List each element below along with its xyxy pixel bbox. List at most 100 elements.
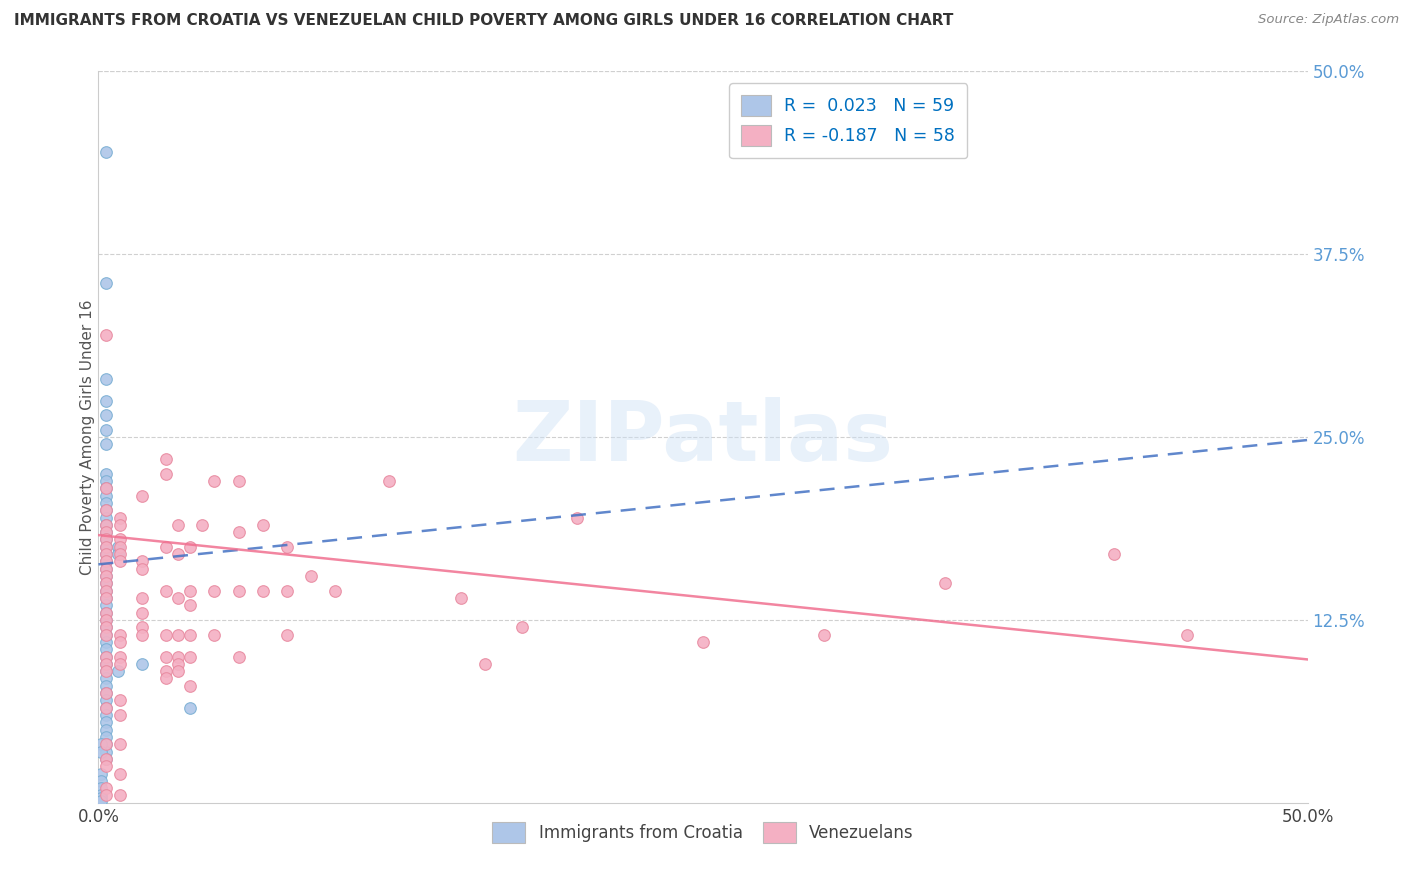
Point [94, 642, 117, 657]
Point [228, 583, 250, 598]
Point [108, 649, 131, 664]
Point [325, 583, 347, 598]
Point [94, 635, 117, 649]
Point [94, 649, 117, 664]
Point [94, 569, 117, 583]
Point [94, 547, 117, 561]
Legend: Immigrants from Croatia, Venezuelans: Immigrants from Croatia, Venezuelans [485, 815, 921, 849]
Point [155, 664, 177, 678]
Point [94, 672, 117, 686]
Point [94, 679, 117, 693]
Point [94, 664, 117, 678]
Point [191, 517, 214, 532]
Point [131, 554, 153, 568]
Point [155, 672, 177, 686]
Point [94, 569, 117, 583]
Point [94, 533, 117, 547]
Point [276, 627, 298, 641]
Point [94, 540, 117, 554]
Point [131, 620, 153, 634]
Point [107, 540, 129, 554]
Point [94, 591, 117, 605]
Text: IMMIGRANTS FROM CROATIA VS VENEZUELAN CHILD POVERTY AMONG GIRLS UNDER 16 CORRELA: IMMIGRANTS FROM CROATIA VS VENEZUELAN CH… [14, 13, 953, 29]
Point [131, 657, 153, 671]
Point [252, 517, 274, 532]
Point [934, 576, 956, 591]
Point [94, 700, 117, 714]
Point [94, 503, 117, 517]
Point [228, 649, 250, 664]
Point [131, 591, 153, 605]
Point [94, 510, 117, 524]
Point [204, 583, 226, 598]
Point [94, 525, 117, 540]
Point [108, 657, 131, 671]
Point [155, 540, 177, 554]
Point [107, 664, 129, 678]
Point [90, 781, 112, 796]
Point [155, 649, 177, 664]
Point [90, 766, 112, 780]
Point [228, 525, 250, 540]
Point [94, 599, 117, 613]
Point [94, 781, 117, 796]
Point [108, 635, 131, 649]
Point [94, 606, 117, 620]
Point [204, 474, 226, 488]
Point [450, 591, 472, 605]
Point [167, 627, 190, 641]
Point [90, 794, 112, 808]
Point [94, 657, 117, 671]
Point [94, 327, 117, 342]
Point [108, 540, 131, 554]
Point [90, 791, 112, 805]
Point [1175, 627, 1198, 641]
Point [108, 554, 131, 568]
Point [94, 627, 117, 641]
Point [94, 517, 117, 532]
Point [108, 737, 131, 751]
Point [167, 664, 190, 678]
Point [94, 715, 117, 730]
Point [94, 649, 117, 664]
Point [94, 620, 117, 634]
Point [179, 627, 201, 641]
Point [94, 686, 117, 700]
Point [108, 708, 131, 723]
Point [94, 752, 117, 766]
Point [94, 657, 117, 671]
Point [167, 649, 190, 664]
Point [94, 613, 117, 627]
Point [94, 576, 117, 591]
Point [510, 620, 533, 634]
Point [94, 489, 117, 503]
Point [94, 752, 117, 766]
Point [94, 517, 117, 532]
Point [108, 627, 131, 641]
Text: ZIPatlas: ZIPatlas [513, 397, 893, 477]
Point [108, 766, 131, 780]
Point [94, 525, 117, 540]
Point [167, 591, 190, 605]
Point [94, 533, 117, 547]
Y-axis label: Child Poverty Among Girls Under 16: Child Poverty Among Girls Under 16 [80, 300, 94, 574]
Point [107, 547, 129, 561]
Point [179, 700, 201, 714]
Point [94, 474, 117, 488]
Point [94, 371, 117, 385]
Point [94, 277, 117, 291]
Point [131, 489, 153, 503]
Point [94, 693, 117, 707]
Point [94, 583, 117, 598]
Point [276, 540, 298, 554]
Point [94, 393, 117, 408]
Point [179, 649, 201, 664]
Point [155, 627, 177, 641]
Point [252, 583, 274, 598]
Point [90, 745, 112, 759]
Point [131, 627, 153, 641]
Point [94, 481, 117, 495]
Point [567, 510, 589, 524]
Point [94, 664, 117, 678]
Point [94, 547, 117, 561]
